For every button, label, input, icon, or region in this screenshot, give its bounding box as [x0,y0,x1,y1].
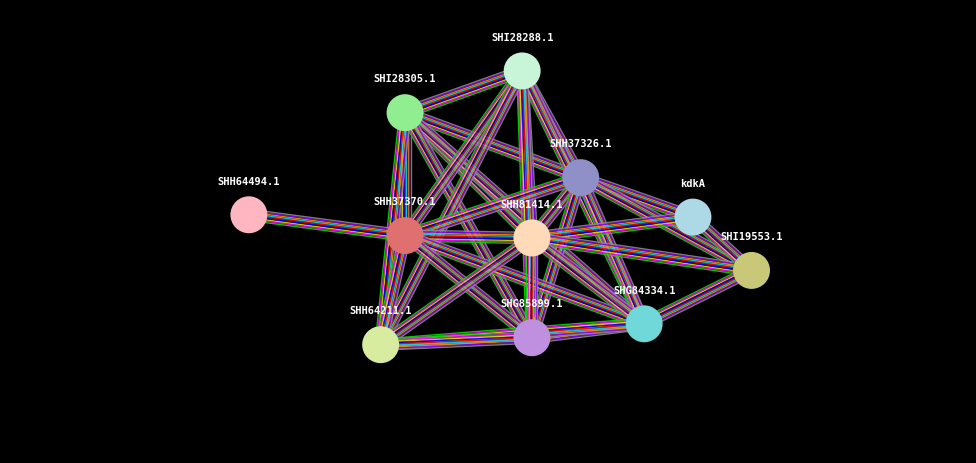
Text: SHH64211.1: SHH64211.1 [349,306,412,316]
Text: SHG85899.1: SHG85899.1 [501,299,563,309]
Circle shape [514,320,549,356]
Circle shape [563,161,598,196]
Text: SHH37326.1: SHH37326.1 [549,139,612,149]
Circle shape [363,327,398,363]
Text: SHI19553.1: SHI19553.1 [720,232,783,242]
Circle shape [387,219,423,254]
Circle shape [627,307,662,342]
Text: SHI28305.1: SHI28305.1 [374,74,436,84]
Text: SHI28288.1: SHI28288.1 [491,32,553,43]
Circle shape [505,54,540,89]
Text: SHH81414.1: SHH81414.1 [501,199,563,209]
Circle shape [387,96,423,131]
Circle shape [514,221,549,256]
Circle shape [734,253,769,288]
Text: kdkA: kdkA [680,178,706,188]
Circle shape [231,198,266,233]
Text: SHG84334.1: SHG84334.1 [613,285,675,295]
Circle shape [675,200,711,235]
Text: SHH64494.1: SHH64494.1 [218,176,280,186]
Text: SHH37370.1: SHH37370.1 [374,197,436,207]
